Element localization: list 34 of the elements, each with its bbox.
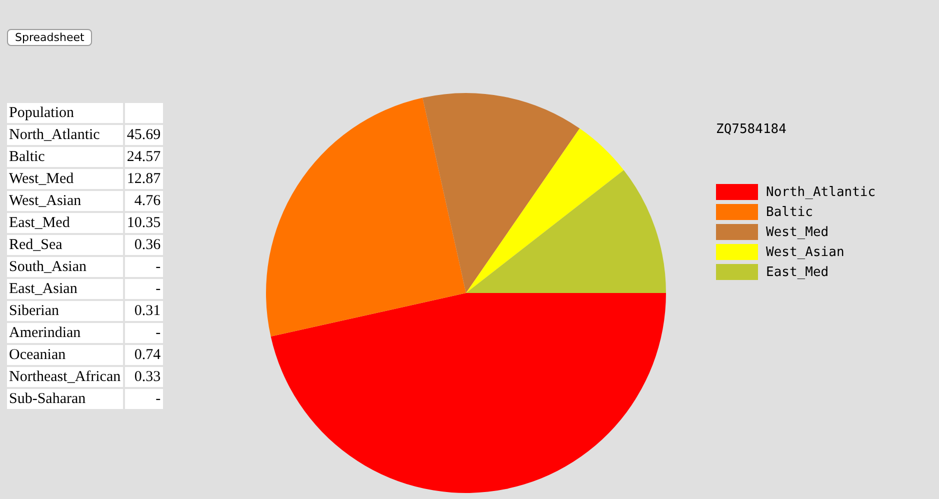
text: 0.31	[134, 302, 161, 318]
category-label: Northeast_African	[7, 367, 123, 387]
text: 10.35	[126, 214, 161, 230]
text: 24.57	[126, 148, 161, 164]
category-label: Siberian	[7, 301, 123, 321]
legend-label: North_Atlantic	[766, 184, 876, 200]
text: -	[156, 324, 161, 340]
text: -	[156, 280, 161, 296]
category-label: Sub-Saharan	[7, 389, 123, 409]
text: 0.33	[134, 368, 161, 384]
text: Population	[7, 103, 123, 123]
legend-label: West_Asian	[766, 244, 844, 260]
legend-label: Baltic	[766, 204, 813, 220]
text: ZQ7584184	[716, 122, 786, 137]
text: 12.87	[126, 170, 161, 186]
button: Spreadsheet	[7, 29, 92, 46]
category-label: East_Med	[7, 213, 123, 233]
text: -	[156, 390, 161, 406]
category-label: West_Asian	[7, 191, 123, 211]
text: 0.36	[134, 236, 161, 252]
category-label: North_Atlantic	[7, 125, 123, 145]
text: 45.69	[126, 126, 161, 142]
legend-label: West_Med	[766, 224, 829, 240]
category-label: West_Med	[7, 169, 123, 189]
text: 0.74	[134, 346, 161, 362]
category-label: Baltic	[7, 147, 123, 167]
category-label: South_Asian	[7, 257, 123, 277]
category-label: East_Asian	[7, 279, 123, 299]
text: 4.76	[134, 192, 161, 208]
category-label: Amerindian	[7, 323, 123, 343]
text: -	[156, 258, 161, 274]
category-label: Red_Sea	[7, 235, 123, 255]
legend-label: East_Med	[766, 264, 829, 280]
category-label: Oceanian	[7, 345, 123, 365]
